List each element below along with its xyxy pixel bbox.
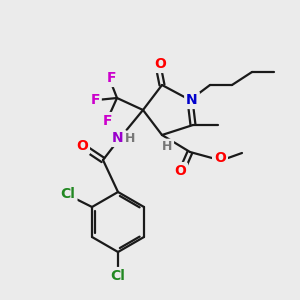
- Text: N: N: [186, 93, 198, 107]
- Text: Cl: Cl: [61, 187, 76, 201]
- Text: F: F: [90, 93, 100, 107]
- Text: N: N: [112, 131, 124, 145]
- Text: H: H: [162, 140, 172, 154]
- Text: O: O: [174, 164, 186, 178]
- Text: O: O: [214, 151, 226, 165]
- Text: H: H: [125, 133, 135, 146]
- Text: F: F: [103, 114, 113, 128]
- Text: O: O: [154, 57, 166, 71]
- Text: O: O: [76, 139, 88, 153]
- Text: Cl: Cl: [111, 269, 125, 283]
- Text: F: F: [107, 71, 117, 85]
